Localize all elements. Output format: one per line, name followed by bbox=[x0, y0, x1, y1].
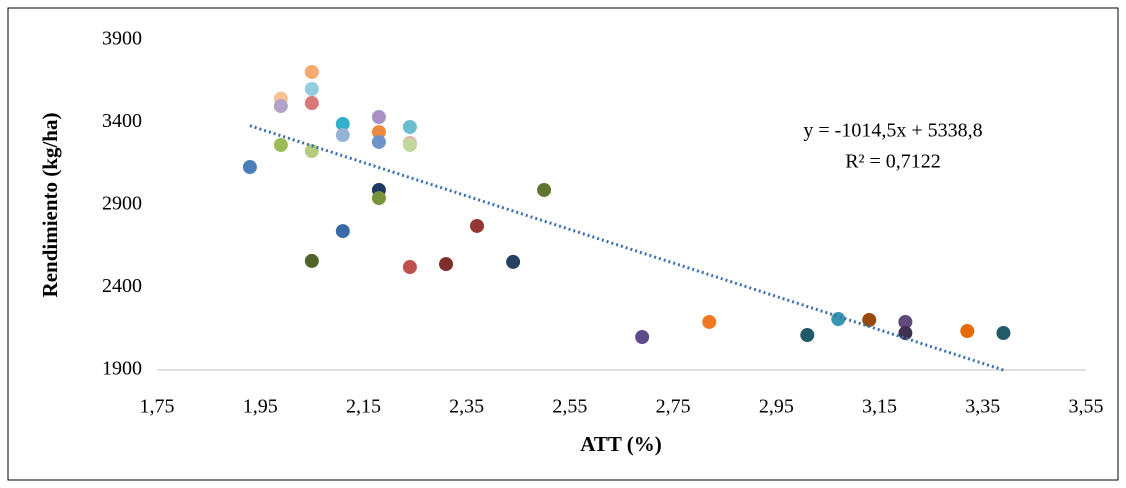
point bbox=[469, 218, 484, 233]
x-tick-label: 2,35 bbox=[449, 396, 484, 418]
x-tick-label: 3,15 bbox=[862, 396, 897, 418]
y-tick-label: 3400 bbox=[102, 110, 142, 132]
point bbox=[304, 144, 319, 159]
x-tick-label: 2,75 bbox=[656, 396, 691, 418]
x-axis-title: ATT (%) bbox=[580, 432, 661, 456]
point bbox=[831, 312, 846, 327]
chart-border bbox=[7, 7, 1119, 481]
trendline-r2: R² = 0,7122 bbox=[845, 151, 941, 173]
point bbox=[506, 254, 521, 269]
point bbox=[242, 160, 257, 175]
y-tick-label: 2900 bbox=[102, 193, 142, 215]
trendline bbox=[249, 124, 1004, 372]
y-tick-label: 2400 bbox=[102, 275, 142, 297]
point bbox=[800, 328, 815, 343]
point bbox=[371, 110, 386, 125]
point bbox=[537, 182, 552, 197]
point bbox=[371, 191, 386, 206]
point bbox=[402, 137, 417, 152]
point bbox=[898, 326, 913, 341]
point bbox=[702, 314, 717, 329]
point bbox=[304, 253, 319, 268]
point bbox=[960, 324, 975, 339]
point bbox=[335, 116, 350, 131]
point bbox=[371, 125, 386, 140]
x-tick-label: 2,55 bbox=[552, 396, 587, 418]
x-tick-label: 3,35 bbox=[965, 396, 1000, 418]
y-axis-title: Rendimiento (kg/ha) bbox=[38, 113, 62, 298]
x-tick-label: 2,95 bbox=[759, 396, 794, 418]
point bbox=[273, 137, 288, 152]
point bbox=[304, 82, 319, 97]
point bbox=[304, 96, 319, 111]
x-tick-label: 3,55 bbox=[1069, 396, 1104, 418]
x-tick-label: 1,75 bbox=[140, 396, 175, 418]
point bbox=[862, 313, 877, 328]
point bbox=[635, 330, 650, 344]
point bbox=[304, 65, 319, 80]
point bbox=[273, 99, 288, 113]
point bbox=[402, 260, 417, 275]
x-tick-label: 1,95 bbox=[243, 396, 278, 418]
point bbox=[371, 134, 386, 149]
y-tick-label: 1900 bbox=[102, 358, 142, 380]
point bbox=[996, 326, 1011, 341]
point bbox=[335, 224, 350, 239]
point bbox=[335, 128, 350, 143]
point bbox=[898, 314, 913, 329]
x-tick-label: 2,15 bbox=[346, 396, 381, 418]
y-tick-label: 3900 bbox=[102, 28, 142, 50]
point bbox=[402, 119, 417, 134]
point bbox=[439, 257, 454, 272]
trendline-equation: y = -1014,5x + 5338,8 bbox=[803, 120, 982, 142]
